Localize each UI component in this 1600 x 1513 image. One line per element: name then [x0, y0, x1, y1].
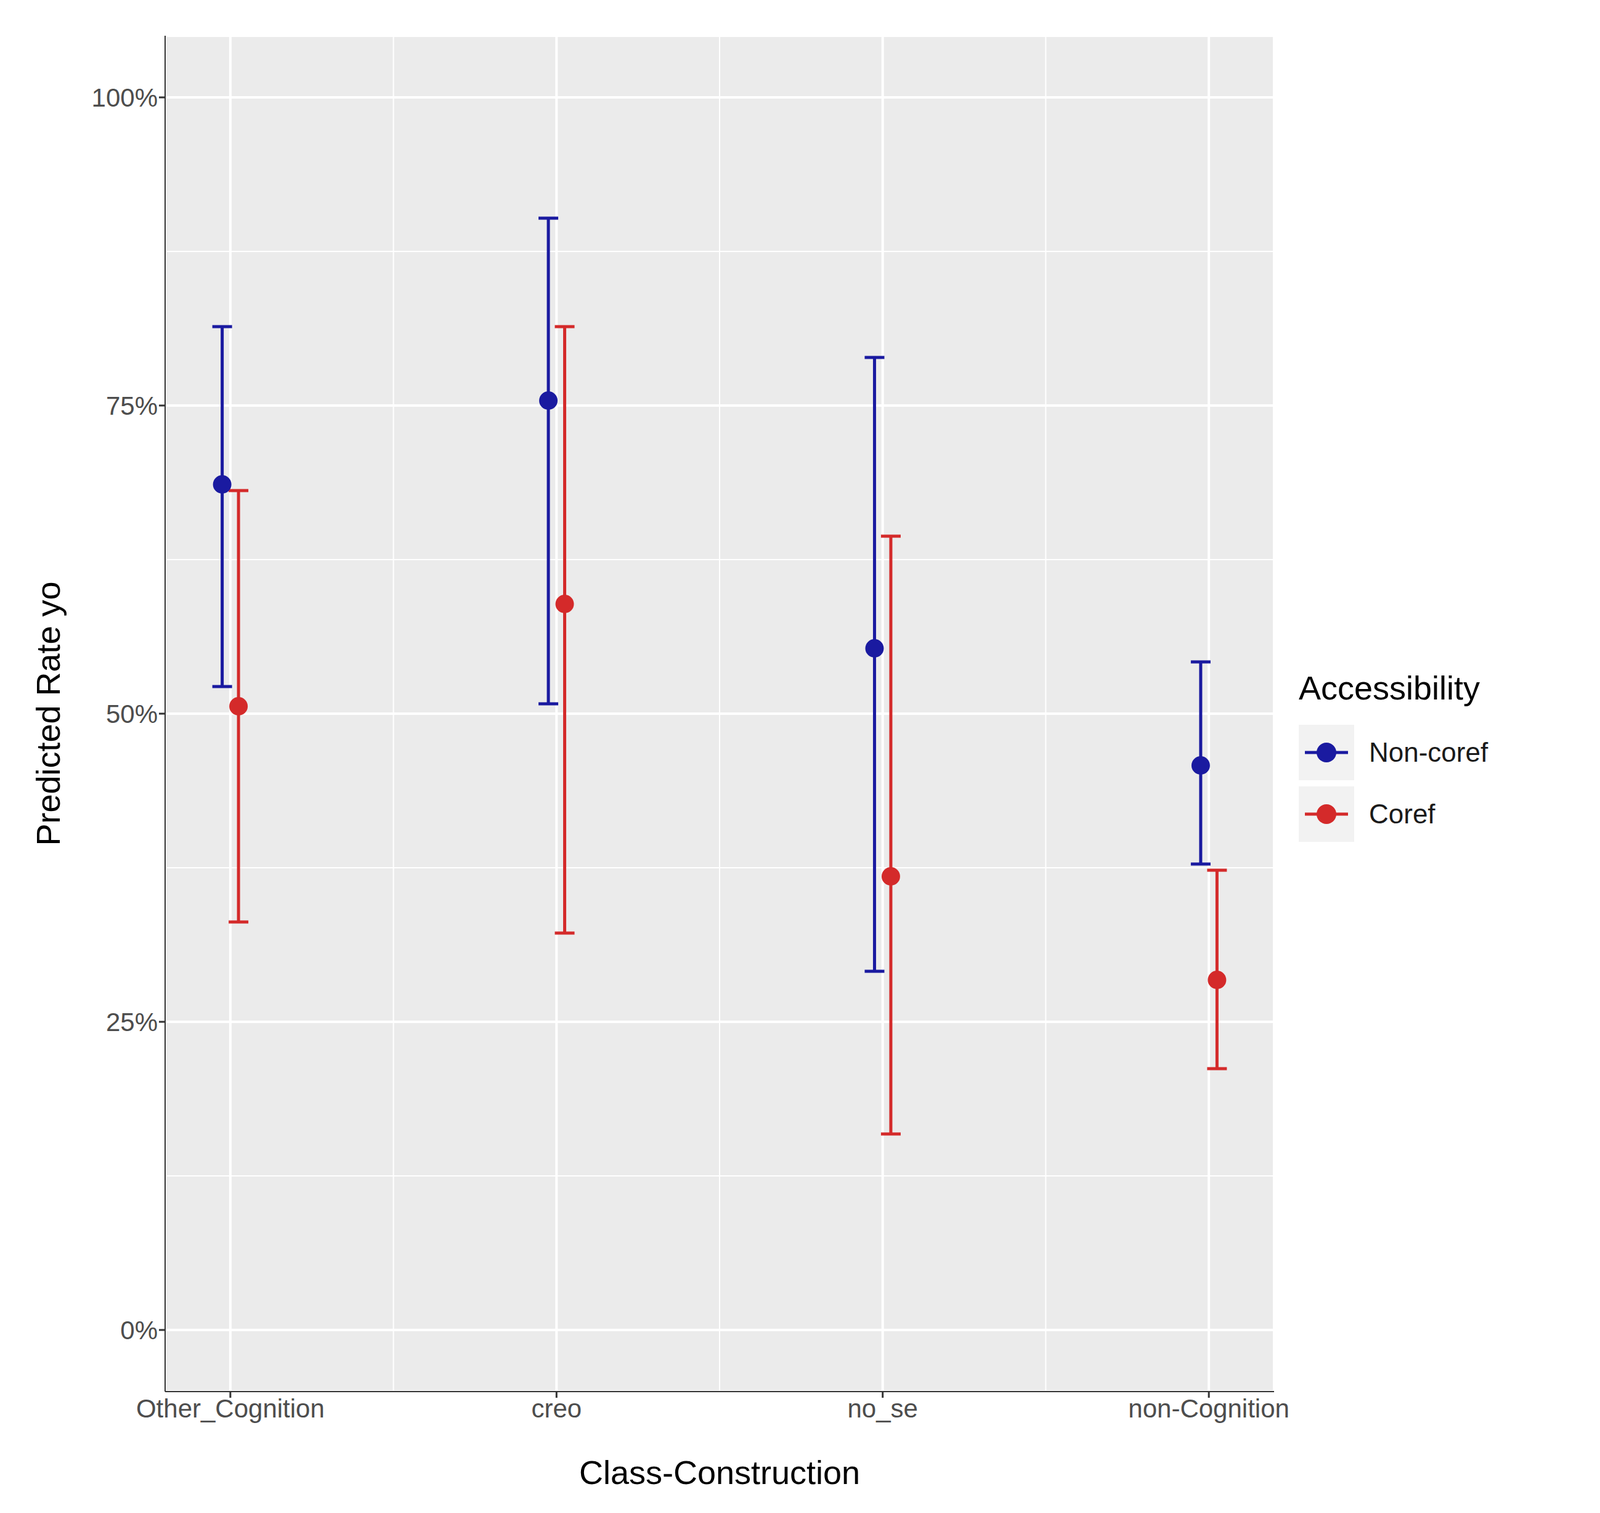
svg-text:non-Cognition: non-Cognition	[1128, 1393, 1290, 1423]
svg-text:no_se: no_se	[847, 1393, 918, 1423]
svg-text:creo: creo	[531, 1393, 582, 1423]
svg-text:75%: 75%	[105, 391, 158, 421]
svg-text:Other_Cognition: Other_Cognition	[136, 1393, 325, 1423]
svg-text:100%: 100%	[91, 83, 158, 113]
svg-text:Predicted Rate yo: Predicted Rate yo	[29, 580, 67, 846]
svg-text:50%: 50%	[105, 699, 158, 729]
svg-text:Class-Construction: Class-Construction	[579, 1453, 861, 1491]
svg-text:25%: 25%	[105, 1007, 158, 1037]
html-text:Accessibility: Accessibility	[1298, 669, 1480, 707]
svg-text:0%: 0%	[120, 1315, 158, 1345]
html-text:Coref: Coref	[1368, 798, 1436, 829]
html-text:Non-coref: Non-coref	[1368, 736, 1488, 768]
